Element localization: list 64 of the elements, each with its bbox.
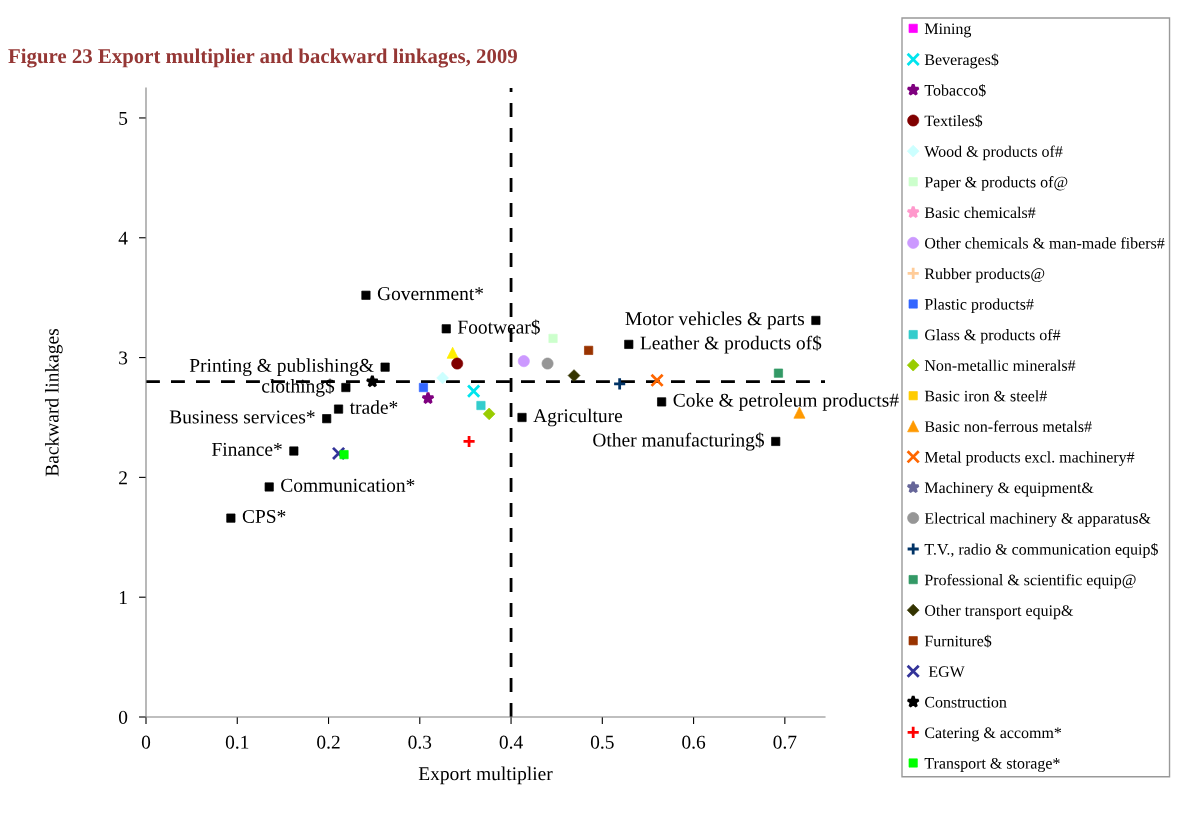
legend-label: Non-metallic minerals#: [924, 359, 1076, 371]
annotation: Communication*: [281, 478, 415, 492]
x-tick-label: 0.2: [317, 735, 340, 749]
annotation: CPS*: [242, 509, 286, 523]
legend-label: Transport & storage*: [924, 757, 1060, 773]
annotation: Motor vehicles & parts: [625, 311, 805, 330]
point: [331, 446, 346, 461]
point: [650, 373, 665, 388]
x-tick-label: 0.6: [682, 735, 706, 749]
chart-title: Figure 23 Export multiplier and backward linkages, 2009: [8, 48, 517, 68]
legend-label: Glass & products of#: [925, 328, 1061, 344]
legend-label: Basic chemicals#: [924, 206, 1036, 219]
legend-label: Paper & products of@: [924, 176, 1068, 191]
legend-label: Professional & scientific equip@: [924, 573, 1136, 589]
legend-label: Catering & accomm*: [925, 727, 1062, 742]
point: [462, 434, 477, 449]
annotation: Footwear$: [457, 319, 540, 335]
x-tick-label: 0: [141, 735, 151, 749]
point: [421, 391, 435, 405]
x-tick-label: 0.7: [773, 735, 797, 749]
y-tick-label: 2: [119, 471, 127, 485]
annotation: Leather & products of$: [640, 335, 822, 354]
x-tick-label: 0.5: [590, 735, 614, 749]
annotation: Printing & publishing&: [189, 358, 374, 376]
legend-label: Mining: [924, 23, 972, 38]
legend-label: Electrical machinery & apparatus&: [924, 512, 1151, 528]
annotation: trade*: [349, 400, 398, 414]
x-tick-label: 0.3: [408, 735, 432, 749]
legend-label: Basic non-ferrous metals#: [924, 420, 1092, 432]
annotation: Government*: [377, 287, 484, 301]
legend-label: Machinery & equipment&: [924, 481, 1094, 497]
legend-label: Plastic products#: [924, 298, 1034, 313]
legend-label: Other transport equip&: [925, 604, 1074, 620]
annotation: Agriculture: [533, 408, 623, 427]
annotation: Coke & petroleum products#: [673, 393, 899, 411]
legend-label: Beverages$: [924, 53, 999, 69]
legend-label: Tobacco$: [924, 83, 986, 97]
annotation: clothing$: [262, 378, 335, 397]
y-tick-label: 5: [119, 111, 128, 125]
annotation: Other manufacturing$: [593, 432, 765, 451]
legend-label: T.V., radio & communication equip$: [924, 543, 1158, 558]
y-tick-label: 3: [119, 351, 128, 365]
y-tick-label: 1: [119, 591, 127, 604]
x-tick-label: 0.1: [225, 735, 249, 749]
legend-label: Wood & products of#: [924, 145, 1063, 161]
legend-label: Rubber products@: [924, 267, 1045, 283]
legend-label: Furniture$: [924, 634, 992, 648]
point: [365, 374, 380, 388]
y-tick-label: 0: [118, 710, 128, 724]
y-tick-label: 4: [118, 231, 128, 245]
annotation: Finance*: [212, 442, 282, 456]
point: [612, 376, 627, 391]
legend-label: Other chemicals & man-made fibers#: [925, 237, 1165, 249]
legend-label: Basic iron & steel#: [924, 390, 1047, 402]
legend-label: Metal products excl. machinery#: [924, 451, 1135, 466]
legend-label: EGW: [928, 666, 965, 678]
y-axis-title: Backward linkages: [44, 328, 63, 477]
legend-label: Construction: [925, 696, 1007, 708]
point: [466, 384, 481, 399]
x-axis-title: Export multiplier: [418, 766, 553, 785]
point: [418, 383, 428, 393]
x-tick-label: 0.4: [499, 735, 523, 749]
legend-label: Textiles$: [924, 114, 983, 128]
annotation: Business services*: [169, 410, 315, 424]
